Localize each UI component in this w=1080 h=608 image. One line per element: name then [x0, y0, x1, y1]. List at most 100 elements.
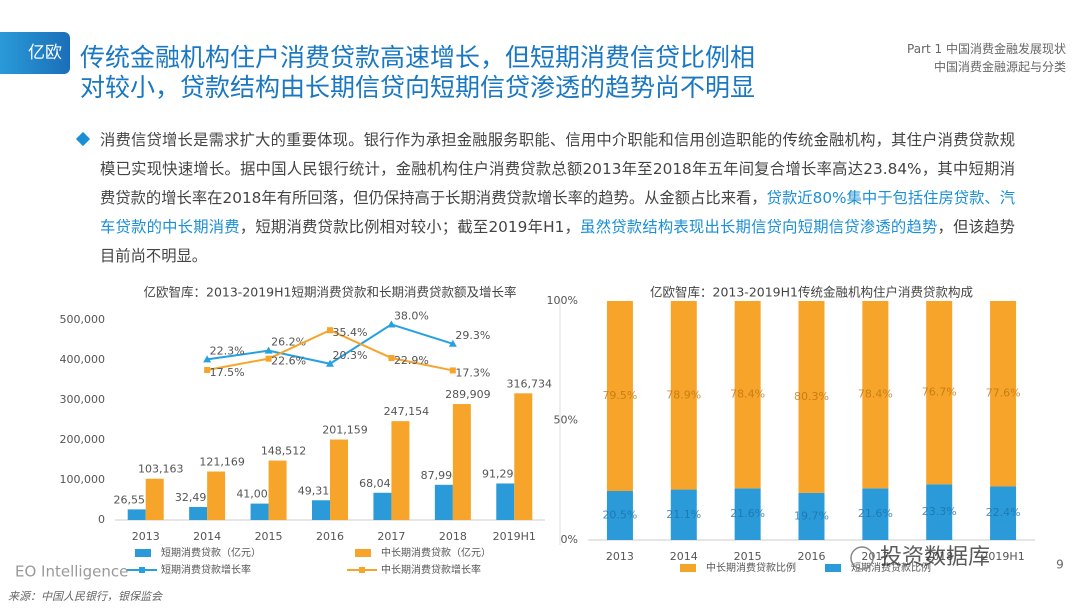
bar: [330, 439, 348, 520]
legend-label: 中长期消费贷款增长率: [381, 563, 481, 576]
marker: [449, 367, 456, 374]
legend-swatch: [825, 564, 841, 572]
value-label: 21.1%: [666, 508, 701, 521]
x-tick-label: 2017: [377, 530, 405, 543]
legend-swatch: [139, 567, 145, 573]
bar: [496, 483, 515, 520]
watermark-icon: [850, 546, 874, 570]
value-label: 201,159: [322, 424, 368, 437]
bar: [373, 492, 392, 520]
x-tick-label: 2016: [798, 550, 826, 563]
bar: [145, 478, 164, 520]
logo: 亿欧: [0, 32, 70, 74]
bar: [434, 484, 453, 520]
text: ，短期消费贷款比例相对较小；截至2019年H1，: [239, 218, 581, 236]
x-tick-label: 2017: [861, 550, 889, 563]
value-label: 247,154: [384, 405, 430, 418]
marker: [448, 339, 457, 347]
value-label: 20.3%: [333, 349, 368, 362]
marker: [388, 355, 395, 361]
bar-segment: [862, 488, 889, 540]
legend-label: 短期消费贷款（亿元）: [161, 546, 261, 559]
value-label: 35.4%: [333, 326, 368, 339]
value-label: 29.3%: [455, 329, 490, 342]
bar-segment: [926, 301, 953, 485]
bar-segment: [606, 301, 633, 492]
y-tick-label: 0%: [561, 533, 578, 546]
legend-swatch: [135, 549, 151, 557]
value-label: 148,512: [261, 445, 307, 458]
bar: [189, 507, 208, 520]
y-tick-label: 400,000: [60, 353, 106, 366]
bar-segment: [670, 301, 697, 490]
bar-segment: [798, 492, 825, 540]
value-label: 17.3%: [455, 366, 490, 379]
marker: [387, 320, 396, 328]
value-label: 26.2%: [271, 336, 306, 349]
bar: [391, 421, 410, 520]
value-label: 79.5%: [602, 389, 637, 402]
x-tick-label: 2016: [316, 530, 344, 543]
value-label: 23.3%: [922, 505, 957, 518]
y-tick-label: 100%: [547, 294, 578, 307]
value-label: 22.9%: [394, 354, 429, 367]
value-label: 21.6%: [730, 507, 765, 520]
marker: [327, 327, 333, 334]
value-label: 17.5%: [210, 366, 245, 379]
title-line: 传统金融机构住户消费贷款高速增长，但短期消费信贷比例相: [80, 43, 756, 72]
y-tick-label: 200,000: [60, 433, 106, 446]
x-tick-label: 2019H1: [981, 550, 1024, 563]
legend-label: 中长期消费贷款比例: [706, 561, 796, 574]
legend-label: 中长期消费贷款（亿元）: [381, 546, 491, 559]
value-label: 76.7%: [922, 386, 957, 399]
part-label: Part 1 中国消费金融发展现状: [907, 42, 1066, 56]
value-label: 19.7%: [794, 509, 829, 522]
value-label: 38.0%: [394, 309, 429, 322]
bar: [207, 471, 226, 520]
value-label: 78.9%: [666, 388, 701, 401]
bar: [452, 404, 471, 520]
value-label: 21.6%: [858, 507, 893, 520]
highlight-text: 贷款近80%集中于包括住房贷款、汽车贷款的中长期消费: [100, 189, 1015, 236]
marker: [265, 355, 272, 362]
legend-swatch: [359, 567, 365, 573]
x-tick-label: 2015: [255, 530, 283, 543]
x-tick-label: 2019H1: [493, 530, 536, 543]
legend-swatch: [355, 549, 371, 557]
source: 来源：中国人民银行，银保监会: [8, 590, 163, 603]
x-tick-label: 2014: [193, 530, 221, 543]
y-tick-label: 0: [98, 513, 105, 526]
bar: [268, 460, 287, 520]
bar-segment: [670, 489, 697, 540]
y-tick-label: 300,000: [60, 393, 106, 406]
bar-segment: [990, 301, 1017, 487]
bar: [250, 503, 269, 520]
bar-segment: [606, 491, 633, 540]
y-tick-label: 100,000: [60, 473, 106, 486]
value-label: 103,163: [138, 463, 184, 476]
paragraph: 消费信贷增长是需求扩大的重要体现。银行作为承担金融服务职能、信用中介职能和信用创…: [100, 126, 1015, 271]
legend-label: 短期消费贷款增长率: [161, 563, 251, 576]
bar-segment: [862, 301, 889, 489]
x-tick-label: 2015: [734, 550, 762, 563]
value-label: 22.3%: [210, 344, 245, 357]
bar-segment: [734, 488, 761, 540]
legend-swatch: [680, 564, 696, 572]
value-label: 32,491: [175, 491, 214, 504]
chart-title: 亿欧智库：2013-2019H1短期消费贷款和长期消费贷款额及增长率: [144, 285, 517, 300]
text: ，但该趋势目前尚不明显。: [100, 218, 1015, 265]
page-number: 9: [1056, 558, 1064, 572]
value-label: 49,313: [298, 484, 337, 497]
highlight-text: 虽然贷款结构表现出长期信贷向短期信贷渗透的趋势: [580, 218, 938, 236]
value-label: 316,734: [507, 377, 553, 390]
marker: [326, 359, 334, 367]
value-label: 41,008: [236, 488, 275, 501]
value-label: 77.6%: [986, 387, 1021, 400]
x-tick-label: 2013: [132, 530, 160, 543]
bar-segment: [926, 484, 953, 540]
value-label: 22.4%: [986, 506, 1021, 519]
bar: [312, 500, 330, 520]
marker: [264, 346, 273, 354]
